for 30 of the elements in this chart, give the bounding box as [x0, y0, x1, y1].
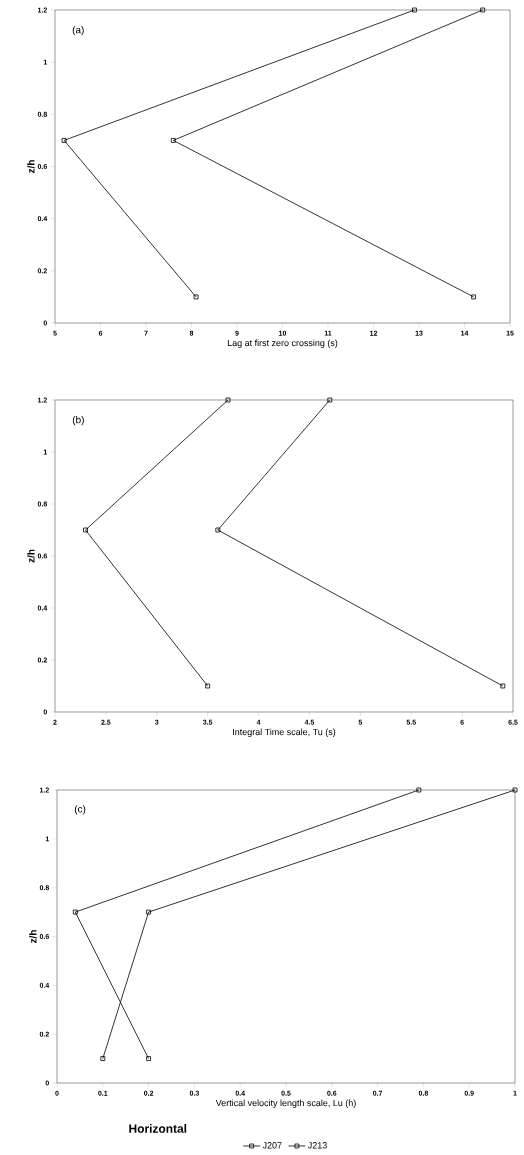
y-axis-title: z/h — [29, 930, 37, 944]
y-axis-title: z/h — [27, 160, 35, 173]
point — [412, 7, 417, 13]
point — [500, 683, 506, 689]
point — [327, 397, 333, 403]
point — [215, 527, 221, 533]
x-axis-title: Integral Time scale, Tu (s) — [233, 728, 336, 737]
legend-label: J207 — [262, 1142, 282, 1149]
point — [512, 787, 518, 793]
point — [170, 138, 176, 143]
point — [100, 1056, 106, 1061]
point — [225, 397, 231, 403]
point — [416, 787, 422, 793]
annotation: (c) — [74, 805, 86, 815]
x-axis-title: Vertical velocity length scale, Lu (h) — [215, 1099, 356, 1108]
y-axis-title: z/h — [27, 549, 35, 563]
x-axis-title: Lag at first zero crossing (s) — [227, 339, 338, 348]
point — [61, 138, 67, 143]
point — [146, 1056, 151, 1061]
text: Horizontal — [129, 1124, 187, 1133]
annotation: (a) — [72, 26, 84, 36]
point — [83, 527, 88, 533]
point — [193, 294, 199, 300]
annotation: (b) — [72, 415, 84, 426]
point — [205, 683, 211, 689]
point — [72, 909, 78, 915]
point — [471, 294, 476, 300]
point — [480, 7, 486, 13]
point — [146, 909, 151, 915]
legend-label: J213 — [307, 1142, 327, 1149]
